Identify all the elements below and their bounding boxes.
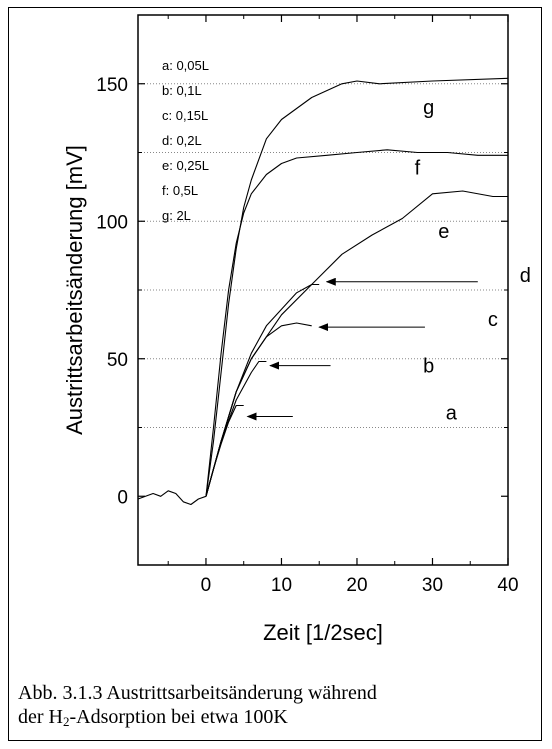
caption-line-2: der H2-Adsorption bei etwa 100K [18, 705, 538, 729]
series-line-f [205, 149, 508, 497]
x-tick-label: 0 [201, 575, 212, 596]
x-tick-label: 30 [422, 575, 443, 596]
legend-entry: d: 0,2L [162, 133, 202, 148]
annotation-label: d [520, 265, 531, 287]
legend-entry: e: 0,25L [162, 158, 209, 173]
figure-caption: Abb. 3.1.3 Austrittsarbeitsänderung währ… [18, 681, 538, 729]
annotation-label: g [423, 97, 434, 119]
legend-entry: g: 2L [162, 208, 191, 223]
y-tick-label: 150 [96, 75, 128, 96]
legend-entry: c: 0,15L [162, 108, 208, 123]
caption-line-1: Abb. 3.1.3 Austrittsarbeitsänderung währ… [18, 682, 377, 704]
series-line-pre [137, 490, 207, 506]
y-tick-label: 50 [107, 350, 128, 371]
x-tick-label: 40 [497, 575, 518, 596]
annotation-label: e [438, 221, 449, 243]
caption-line-2-post: -Adsorption bei etwa 100K [69, 706, 288, 728]
y-tick-label: 100 [96, 212, 128, 233]
series-line-d [205, 283, 320, 497]
series-line-e [205, 190, 508, 497]
y-tick-label: 0 [117, 487, 128, 508]
x-tick-label: 10 [271, 575, 292, 596]
x-axis-label: Zeit [1/2sec] [263, 620, 383, 645]
annotation-label: a [446, 402, 458, 424]
caption-line-2-sub: 2 [62, 714, 70, 729]
annotation-label: b [423, 356, 434, 378]
y-axis-label: Austrittsarbeitsänderung [mV] [62, 145, 87, 435]
x-tick-label: 20 [346, 575, 367, 596]
figure-frame [8, 7, 542, 741]
annotation-label: c [488, 309, 498, 331]
legend-entry: a: 0,05L [162, 58, 209, 73]
series-line-g [205, 77, 509, 497]
annotation-label: f [415, 158, 421, 180]
caption-line-2-pre: der H [18, 706, 63, 728]
legend-entry: b: 0,1L [162, 83, 202, 98]
legend-entry: f: 0,5L [162, 183, 198, 198]
